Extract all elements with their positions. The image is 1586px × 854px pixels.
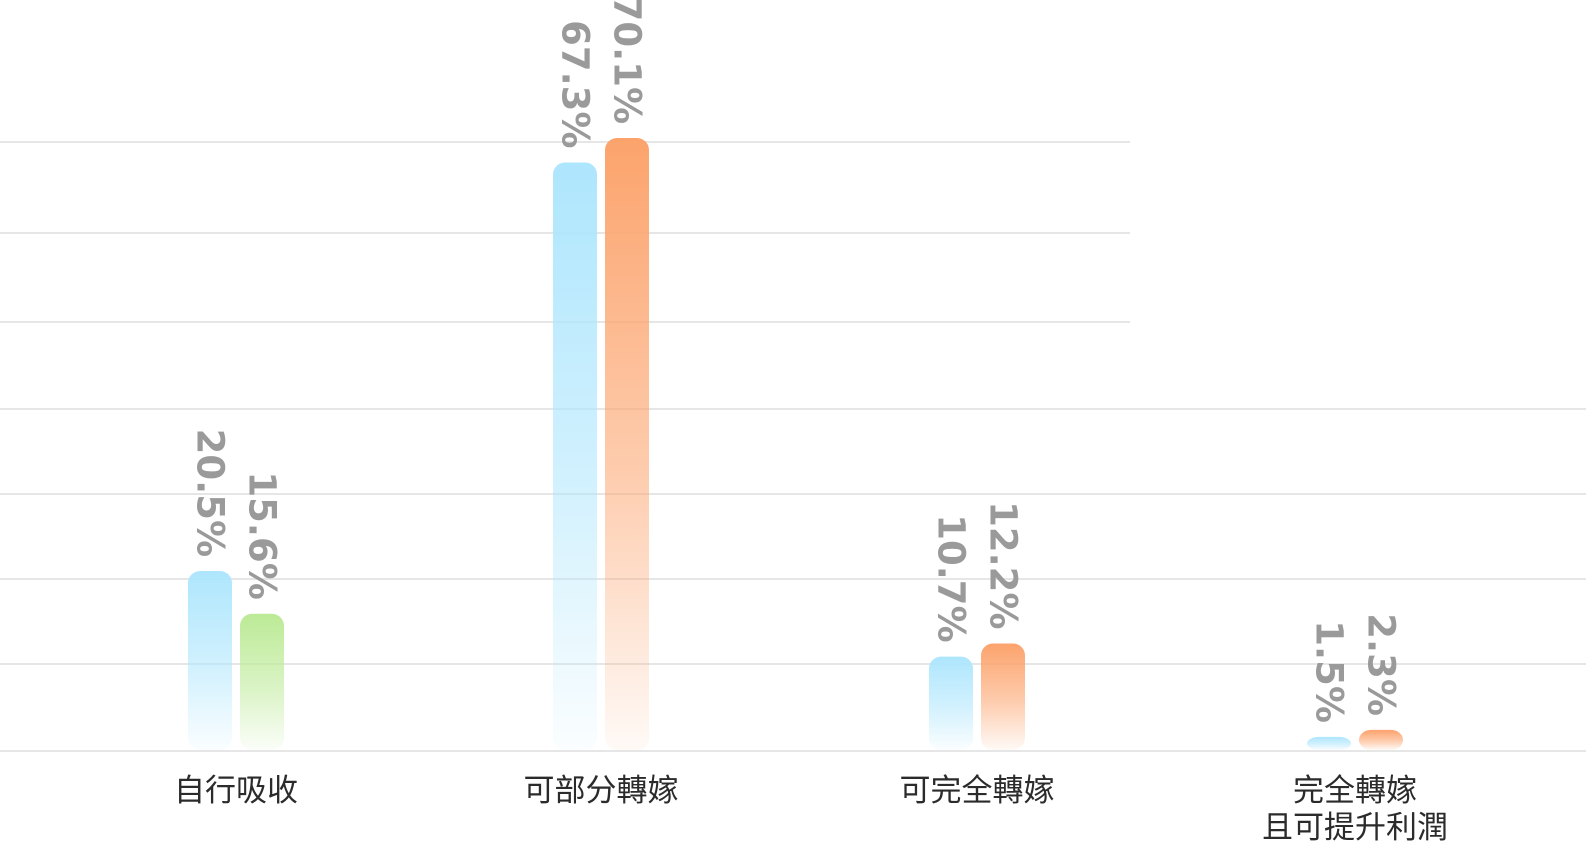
value-label: 12.2%: [982, 501, 1025, 629]
category-label: 可完全轉嫁: [900, 773, 1055, 809]
value-label: 15.6%: [241, 471, 284, 599]
value-label: 20.5%: [189, 429, 232, 557]
bar: [188, 571, 232, 750]
bar: [1359, 729, 1403, 750]
value-label: 1.5%: [1308, 620, 1351, 723]
bars: [188, 138, 1403, 751]
category-label: 且可提升利潤: [1262, 810, 1448, 846]
bar: [981, 643, 1025, 750]
value-label: 67.3%: [554, 20, 597, 148]
bar: [240, 613, 284, 750]
value-label: 10.7%: [930, 514, 973, 642]
category-label: 自行吸收: [174, 773, 298, 809]
bar: [553, 162, 597, 750]
bar: [929, 656, 973, 750]
bar: [605, 138, 649, 751]
category-label: 可部分轉嫁: [524, 773, 679, 809]
value-label: 2.3%: [1360, 613, 1403, 716]
bar: [1307, 736, 1351, 750]
value-label: 70.1%: [606, 0, 649, 124]
category-label: 完全轉嫁: [1293, 773, 1417, 809]
value-labels: 20.5% 15.6% 67.3% 70.1% 10.7% 12.2% 1.5% 2.3%: [189, 0, 1403, 723]
